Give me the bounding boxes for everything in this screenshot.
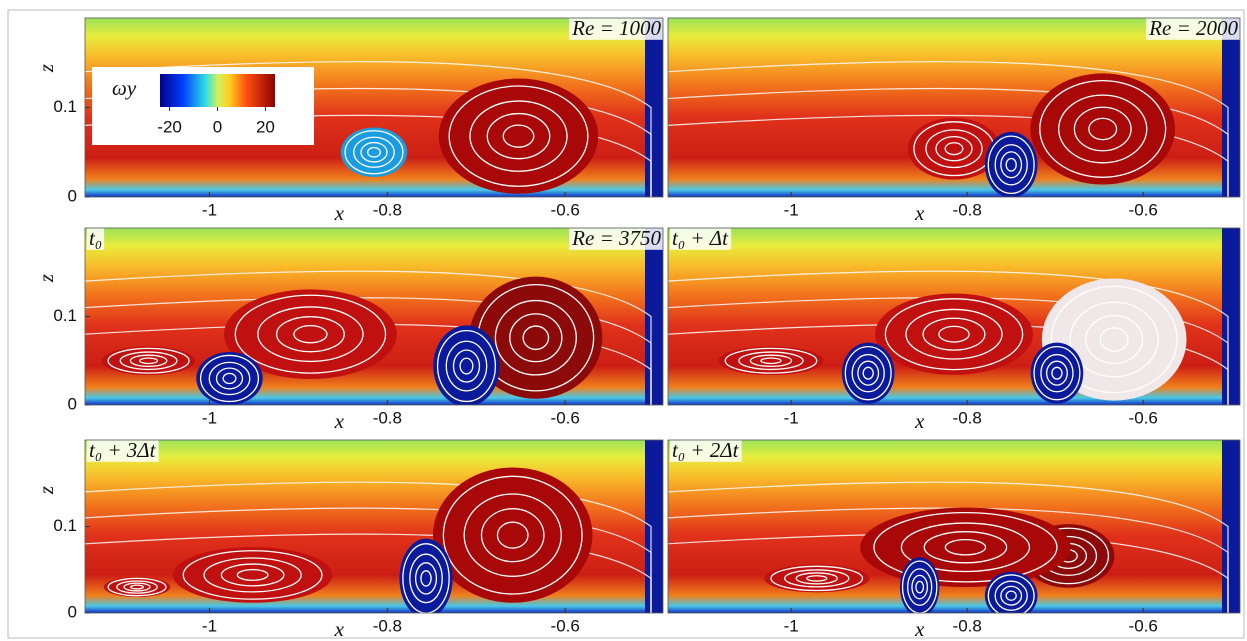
vortex	[196, 352, 262, 405]
vortex	[764, 564, 869, 592]
vorticity-field	[85, 440, 663, 618]
x-tick-label: -0.6	[1129, 408, 1158, 427]
annotation: Re = 2000	[1148, 16, 1238, 40]
x-tick-label: -1	[202, 408, 217, 427]
annotation: Re = 1000	[571, 16, 661, 40]
x-tick-label: -0.6	[1129, 200, 1158, 219]
y-axis-label: z	[34, 64, 58, 73]
vortex	[1031, 343, 1084, 404]
annotation: t₀	[89, 226, 102, 250]
annotation: t₀ + 2Δt	[672, 438, 740, 462]
y-tick-label: 0.1	[53, 516, 77, 535]
colorbar-tick-label: 20	[256, 117, 275, 136]
vortex	[439, 79, 599, 194]
vortex	[860, 507, 1070, 587]
x-tick-label: -0.8	[953, 200, 982, 219]
y-tick-label: 0.1	[53, 306, 77, 325]
vortex	[842, 343, 895, 404]
x-tick-label: -0.8	[373, 200, 402, 219]
x-tick-label: -0.6	[551, 616, 580, 635]
x-axis-label: x	[334, 201, 345, 225]
x-tick-label: -1	[202, 200, 217, 219]
annotation: Re = 3750	[571, 226, 661, 250]
wall-layer	[1222, 228, 1240, 405]
x-axis-label: x	[914, 409, 925, 433]
panel: -1 -0.8 -0.6 x t₀ + 2Δt	[668, 438, 1240, 641]
x-tick-label: -1	[784, 408, 799, 427]
vortex	[433, 468, 593, 603]
colorbar-label: ωy	[112, 76, 137, 100]
colorbar-tick-label: -20	[157, 117, 182, 136]
vortex	[433, 325, 499, 406]
y-axis-label: z	[34, 486, 58, 495]
vortex	[875, 293, 1033, 374]
vorticity-field	[85, 228, 663, 407]
colorbar-tick-label: 0	[213, 117, 222, 136]
y-tick-label: 0	[68, 186, 77, 205]
vortex	[985, 572, 1038, 620]
x-tick-label: -1	[202, 616, 217, 635]
wall-layer	[645, 18, 663, 197]
y-tick-label: 0	[68, 602, 77, 621]
x-tick-label: -0.6	[551, 408, 580, 427]
wall-layer	[645, 440, 663, 613]
vorticity-field	[668, 18, 1240, 198]
vortex	[399, 539, 452, 619]
x-tick-label: -0.6	[551, 200, 580, 219]
x-axis-label: x	[334, 409, 345, 433]
vorticity-field	[668, 440, 1240, 620]
panel: -1 -0.8 -0.6 x t₀ + Δt	[668, 226, 1240, 433]
vortex	[173, 547, 333, 603]
vortex	[900, 557, 939, 617]
y-tick-label: 0	[68, 394, 77, 413]
vortex	[1030, 73, 1175, 184]
x-axis-label: x	[914, 617, 925, 641]
wall-layer	[1222, 18, 1240, 197]
y-tick-label: 0.1	[53, 97, 77, 116]
vortex	[341, 128, 407, 177]
x-tick-label: -0.8	[373, 616, 402, 635]
x-tick-label: -1	[784, 616, 799, 635]
vorticity-field	[668, 228, 1240, 405]
vortex	[104, 577, 170, 597]
annotation: t₀ + Δt	[672, 226, 729, 250]
x-axis-label: x	[334, 617, 345, 641]
wall-layer	[645, 228, 663, 405]
vortex	[102, 347, 195, 375]
panel: -1 -0.8 -0.6 x Re = 2000	[668, 16, 1240, 225]
annotation: t₀ + 3Δt	[89, 438, 157, 462]
vortex	[718, 347, 823, 375]
x-tick-label: -0.8	[953, 616, 982, 635]
figure: -1-0.8-0.6x00.1zRe = 1000ωy-20020-1-0.8-…	[0, 0, 1247, 641]
x-tick-label: -1	[784, 200, 799, 219]
colorbar	[160, 74, 275, 107]
panel: -1 -0.8 -0.6 x 0 0.1 z t₀ Re = 3750	[34, 226, 664, 433]
x-tick-label: -0.8	[373, 408, 402, 427]
vortex	[985, 132, 1038, 198]
x-tick-label: -0.6	[1129, 616, 1158, 635]
x-tick-label: -0.8	[953, 408, 982, 427]
panel: -1 -0.8 -0.6 x 0 0.1 z Re = 1000 ωy -20 0 20	[34, 16, 664, 225]
x-axis-label: x	[914, 201, 925, 225]
y-axis-label: z	[34, 274, 58, 283]
panel: -1 -0.8 -0.6 x 0 0.1 z t₀ + 3Δt	[34, 438, 663, 641]
wall-layer	[1222, 440, 1240, 613]
